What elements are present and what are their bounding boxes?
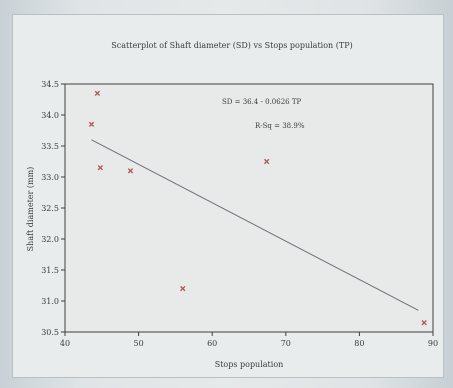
data-point-stroke <box>127 168 134 174</box>
x-tick-label: 80 <box>354 339 364 348</box>
y-tick-label: 31.5 <box>41 266 59 275</box>
x-tick-label: 50 <box>134 339 144 348</box>
x-axis: 40 50 60 70 80 90 <box>60 332 438 348</box>
y-tick-label: 30.5 <box>41 328 59 337</box>
x-tick-label: 70 <box>281 339 291 348</box>
x-tick-label: 60 <box>207 339 217 348</box>
data-point-stroke <box>88 121 95 127</box>
y-tick-label: 34.5 <box>41 80 59 89</box>
data-point <box>88 121 95 127</box>
x-axis-label: Stops population <box>215 360 284 369</box>
x-tick-label: 90 <box>428 339 438 348</box>
y-tick-label: 33.0 <box>41 173 59 182</box>
data-point-stroke <box>421 320 427 326</box>
data-point <box>97 165 104 171</box>
y-tick-label: 32.5 <box>41 204 59 213</box>
x-tick-label: 40 <box>60 339 70 348</box>
data-point <box>180 285 186 292</box>
data-point <box>263 158 270 165</box>
y-tick-label: 31.0 <box>41 297 59 306</box>
y-axis: 30.5 31.0 31.5 32.0 32.5 33.0 33.5 34.0 34.5 <box>41 80 65 337</box>
data-point <box>127 168 134 174</box>
regression-line <box>91 139 419 311</box>
chart-title: Scatterplot of Shaft diameter (SD) vs St… <box>111 41 352 50</box>
data-point <box>94 90 101 96</box>
y-tick-label: 32.0 <box>41 235 59 244</box>
y-tick-label: 33.5 <box>41 142 59 151</box>
y-tick-label: 34.0 <box>41 111 59 120</box>
data-point-stroke <box>94 90 101 96</box>
data-point-stroke <box>263 158 270 165</box>
regression-equation: SD = 36.4 - 0.0626 TP <box>222 98 302 106</box>
data-point-stroke <box>97 165 104 171</box>
data-point-stroke <box>180 285 186 292</box>
y-axis-label: Shaft diameter (mm) <box>26 167 35 252</box>
data-point <box>421 320 427 326</box>
plot-area <box>64 83 434 333</box>
r-squared-label: R-Sq = 38.9% <box>255 122 305 130</box>
data-points <box>88 90 427 326</box>
